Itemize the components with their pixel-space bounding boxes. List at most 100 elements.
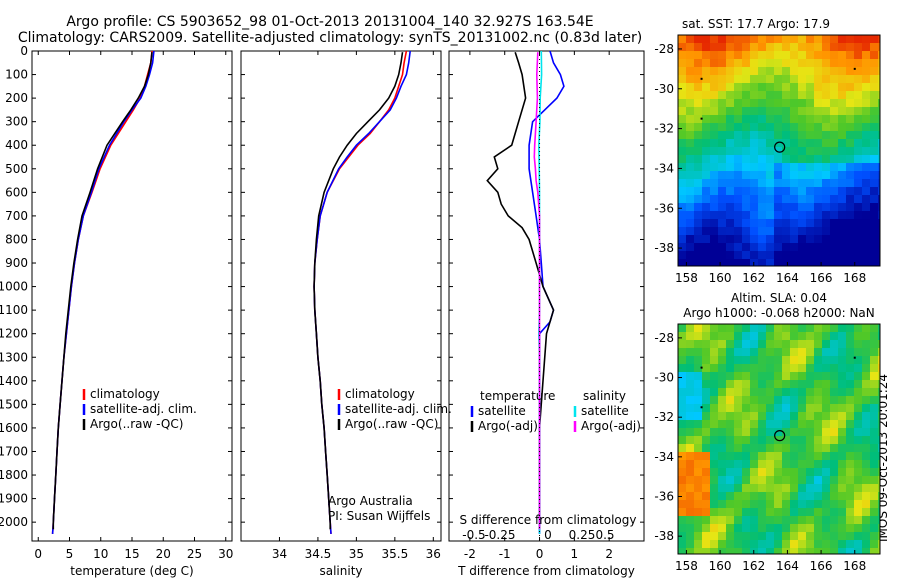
map-y-tick-label: -36 (654, 201, 674, 215)
x-tick-label: 36 (426, 547, 441, 561)
legend-entry: Argo(..raw -QC) (345, 417, 438, 431)
legend-title: salinity (583, 389, 626, 403)
series-line (51, 50, 155, 534)
series-line (313, 50, 411, 534)
y-tick-label: 600 (5, 185, 28, 199)
map-x-tick-label: 166 (810, 271, 833, 285)
y-tick-label: 0 (20, 44, 28, 58)
x-tick-label: 25 (187, 547, 202, 561)
x-tick-label: 20 (156, 547, 171, 561)
x2-tick-label: -0.25 (484, 528, 515, 542)
y-tick-label: 1100 (0, 303, 28, 317)
map-x-tick-label: 162 (742, 271, 765, 285)
map-x-tick-label: 164 (776, 271, 799, 285)
series-line (51, 50, 153, 534)
y-tick-label: 200 (5, 91, 28, 105)
map-y-tick-label: -38 (654, 529, 674, 543)
map-y-tick-label: -38 (654, 241, 674, 255)
y-tick-label: 900 (5, 256, 28, 270)
y-tick-label: 1200 (0, 327, 28, 341)
y-tick-label: 1900 (0, 492, 28, 506)
series-line (528, 50, 565, 534)
legend-entry: satellite (478, 404, 526, 418)
x-tick-label: 10 (93, 547, 108, 561)
x-tick-label: -1 (499, 547, 511, 561)
x-tick-label: 0 (536, 547, 544, 561)
series-line (313, 52, 404, 530)
map-y-tick-label: -28 (654, 331, 674, 345)
legend-title: temperature (480, 389, 555, 403)
sla-map-field (678, 324, 881, 555)
map-y-tick-label: -30 (654, 371, 674, 385)
x-tick-label: 15 (124, 547, 139, 561)
island-dot (700, 77, 703, 80)
y-tick-label: 1500 (0, 397, 28, 411)
map-x-tick-label: 158 (675, 271, 698, 285)
figure-title-line1: Argo profile: CS 5903652_98 01-Oct-2013 … (66, 14, 594, 30)
map-x-tick-label: 160 (709, 559, 732, 573)
argo-location-marker (774, 141, 786, 153)
x-axis-label: temperature (deg C) (70, 564, 193, 578)
x-tick-label: 5 (66, 547, 74, 561)
x-tick-label: 34 (272, 547, 287, 561)
y-tick-label: 300 (5, 115, 28, 129)
map-x-tick-label: 164 (776, 559, 799, 573)
map-y-tick-label: -36 (654, 490, 674, 504)
profile-panel-frame (448, 50, 645, 542)
sla-map-title-line2: Argo h1000: -0.068 h2000: NaN (683, 306, 875, 320)
annotation-text: PI: Susan Wijffels (328, 509, 430, 523)
map-x-tick-label: 162 (742, 559, 765, 573)
y-tick-label: 500 (5, 162, 28, 176)
profile-panel-frame (31, 50, 233, 542)
series-line (52, 52, 153, 530)
island-dot (700, 117, 703, 120)
sla-map-title-line1: Altim. SLA: 0.04 (731, 291, 827, 305)
legend-entry: satellite-adj. clim. (90, 402, 197, 416)
island-dot (853, 356, 856, 359)
x-tick-label: 35.5 (381, 547, 408, 561)
y-tick-label: 400 (5, 138, 28, 152)
argo-location-marker (774, 430, 786, 442)
legend-entry: Argo(..raw -QC) (90, 417, 183, 431)
y-tick-label: 1400 (0, 374, 28, 388)
map-x-tick-label: 168 (843, 559, 866, 573)
y-tick-label: 2000 (0, 515, 28, 529)
legend-entry: climatology (90, 387, 160, 401)
map-y-tick-label: -32 (654, 122, 674, 136)
annotation-text: Argo Australia (328, 494, 413, 508)
x-tick-label: 0 (34, 547, 42, 561)
series-line (533, 52, 541, 530)
y-tick-label: 1300 (0, 350, 28, 364)
legend-entry: satellite (581, 404, 629, 418)
figure-title-line2: Climatology: CARS2009. Satellite-adjuste… (17, 30, 643, 46)
y-tick-label: 700 (5, 209, 28, 223)
y-tick-label: 100 (5, 68, 28, 82)
map-y-tick-label: -28 (654, 42, 674, 56)
sst-map-frame (677, 34, 881, 267)
map-y-tick-label: -30 (654, 82, 674, 96)
sst-map-title: sat. SST: 17.7 Argo: 17.9 (682, 17, 830, 31)
y-tick-label: 1800 (0, 468, 28, 482)
x-tick-label: 30 (218, 547, 233, 561)
y-tick-label: 1700 (0, 444, 28, 458)
series-line (313, 50, 408, 534)
x-axis-label: salinity (319, 564, 362, 578)
x-tick-label: -2 (464, 547, 476, 561)
map-x-tick-label: 160 (709, 271, 732, 285)
y-tick-label: 1000 (0, 280, 28, 294)
x2-tick-label: 0 (544, 528, 552, 542)
map-x-tick-label: 168 (843, 271, 866, 285)
x2-tick-label: 0.25 (569, 528, 596, 542)
x-tick-label: 2 (605, 547, 613, 561)
series-line (486, 51, 555, 530)
map-y-tick-label: -34 (654, 161, 674, 175)
x2-axis-label: S difference from climatology (460, 513, 637, 527)
x-axis-label: T difference from climatology (457, 564, 635, 578)
sla-map-frame (677, 323, 881, 555)
map-y-tick-label: -32 (654, 410, 674, 424)
x2-tick-label: 0.5 (595, 528, 614, 542)
profile-panel-frame (240, 50, 442, 542)
x-tick-label: 35 (349, 547, 364, 561)
map-y-tick-label: -34 (654, 450, 674, 464)
x-tick-label: 1 (571, 547, 579, 561)
